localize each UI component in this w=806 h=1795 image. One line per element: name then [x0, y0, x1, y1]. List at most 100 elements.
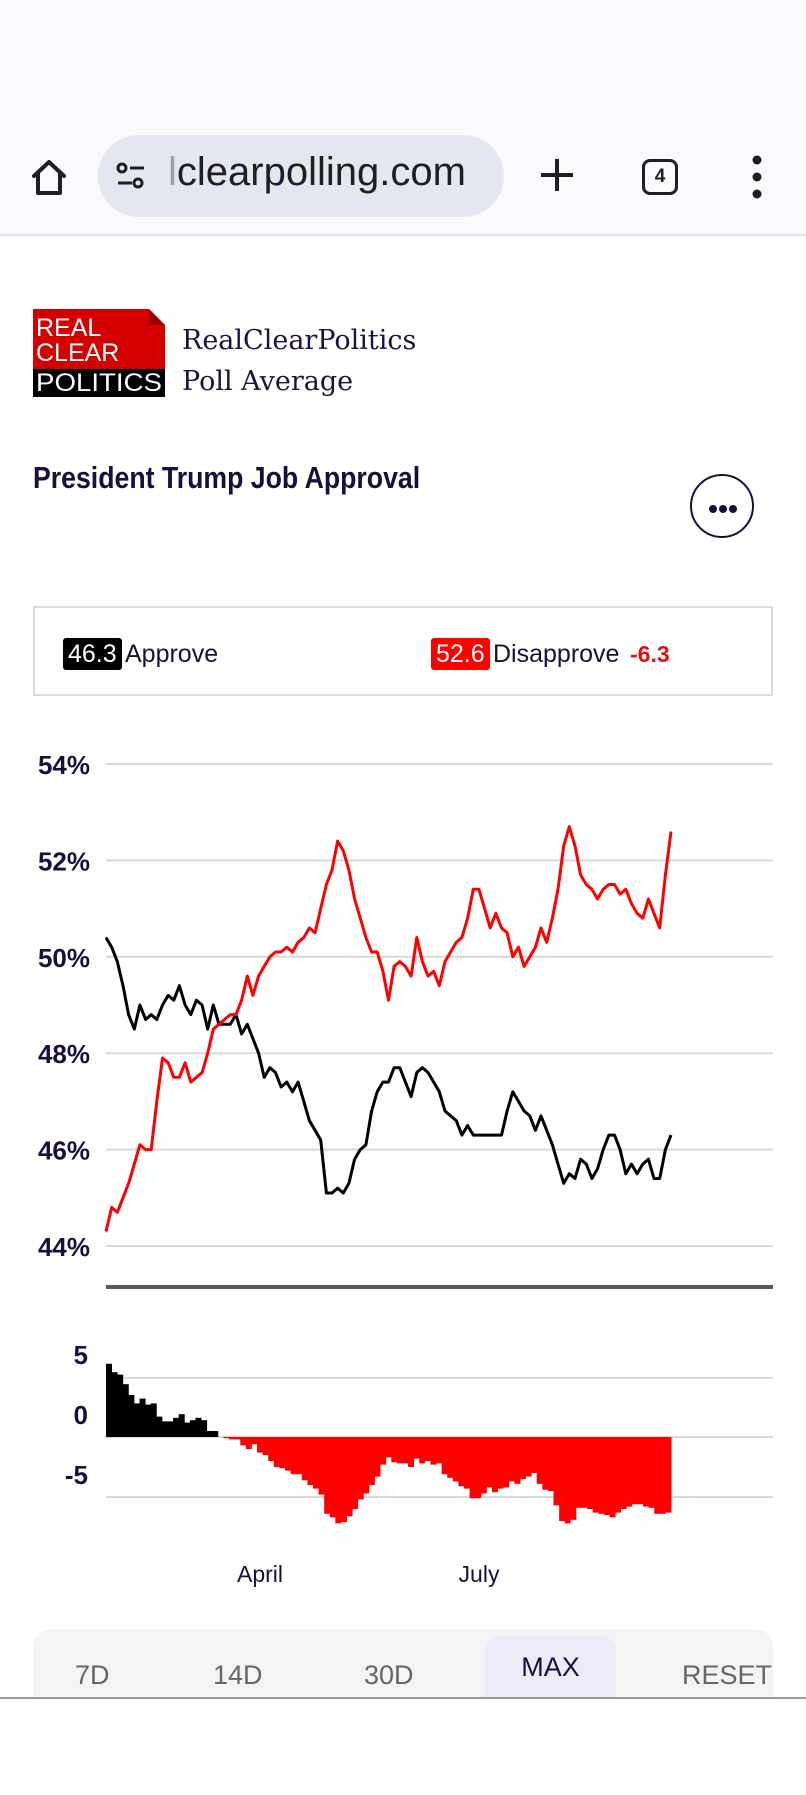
- range-30d-button[interactable]: 30D: [364, 1660, 414, 1690]
- spread-bar[interactable]: [301, 1437, 308, 1481]
- spread-bar[interactable]: [229, 1437, 236, 1440]
- spread-bar[interactable]: [637, 1437, 644, 1505]
- rcp-logo[interactable]: REAL CLEAR POLITICS: [33, 309, 165, 397]
- spread-bar[interactable]: [508, 1437, 515, 1482]
- spread-bar[interactable]: [419, 1437, 426, 1464]
- spread-bar[interactable]: [234, 1437, 241, 1440]
- spread-bar[interactable]: [626, 1437, 633, 1507]
- spread-bar[interactable]: [497, 1437, 504, 1489]
- spread-bar[interactable]: [615, 1437, 622, 1513]
- spread-bar[interactable]: [374, 1437, 381, 1477]
- spread-bar[interactable]: [503, 1437, 510, 1488]
- spread-bar[interactable]: [542, 1437, 549, 1490]
- spread-bar[interactable]: [329, 1437, 336, 1518]
- spread-bar[interactable]: [150, 1403, 157, 1437]
- spread-bar[interactable]: [659, 1437, 666, 1514]
- spread-bar[interactable]: [156, 1416, 163, 1437]
- disapprove-line[interactable]: [104, 825, 673, 1232]
- spread-bar[interactable]: [223, 1437, 230, 1439]
- spread-bar[interactable]: [307, 1437, 314, 1485]
- spread-bar[interactable]: [189, 1420, 196, 1437]
- spread-bar[interactable]: [251, 1437, 258, 1445]
- spread-bar[interactable]: [475, 1437, 482, 1499]
- spread-bar[interactable]: [581, 1437, 588, 1508]
- spread-bar[interactable]: [525, 1437, 532, 1477]
- spread-bar[interactable]: [240, 1437, 247, 1446]
- spread-bar[interactable]: [553, 1437, 560, 1506]
- line-chart[interactable]: 54% 52% 50% 48% 46% 44%: [0, 740, 806, 1300]
- spread-bar[interactable]: [391, 1437, 398, 1463]
- more-options-button[interactable]: [690, 474, 754, 538]
- spread-bar[interactable]: [458, 1437, 465, 1487]
- spread-bar[interactable]: [257, 1437, 264, 1453]
- spread-bar[interactable]: [318, 1437, 325, 1495]
- spread-bar[interactable]: [424, 1437, 431, 1461]
- approve-line[interactable]: [104, 936, 673, 1195]
- spread-bar[interactable]: [598, 1437, 605, 1514]
- spread-bar[interactable]: [452, 1437, 459, 1482]
- spread-bar[interactable]: [346, 1437, 353, 1517]
- tab-switcher-icon[interactable]: 4: [642, 159, 678, 195]
- spread-bar[interactable]: [285, 1437, 291, 1471]
- spread-bar[interactable]: [385, 1437, 392, 1458]
- spread-bar[interactable]: [408, 1437, 415, 1467]
- spread-bar[interactable]: [212, 1431, 219, 1437]
- spread-bar[interactable]: [441, 1437, 448, 1475]
- spread-bar[interactable]: [519, 1437, 526, 1479]
- spread-bar[interactable]: [324, 1437, 331, 1514]
- range-14d-button[interactable]: 14D: [213, 1660, 263, 1690]
- spread-bar[interactable]: [609, 1437, 616, 1518]
- spread-bar[interactable]: [173, 1417, 180, 1437]
- spread-bar[interactable]: [654, 1437, 661, 1514]
- spread-bar[interactable]: [648, 1437, 655, 1508]
- spread-bar[interactable]: [620, 1437, 627, 1509]
- spread-bar[interactable]: [592, 1437, 599, 1513]
- spread-bar[interactable]: [262, 1437, 269, 1455]
- spread-bar[interactable]: [167, 1421, 174, 1437]
- spread-bar[interactable]: [413, 1437, 420, 1459]
- spread-bar-chart[interactable]: 5 0 -5 April July: [0, 1300, 806, 1600]
- spread-bar[interactable]: [564, 1437, 571, 1524]
- spread-bar[interactable]: [469, 1437, 476, 1499]
- spread-bar[interactable]: [268, 1437, 275, 1461]
- spread-bar[interactable]: [587, 1437, 594, 1509]
- spread-bar[interactable]: [139, 1398, 146, 1437]
- spread-bar[interactable]: [603, 1437, 610, 1515]
- spread-bar[interactable]: [514, 1437, 521, 1484]
- spread-bar[interactable]: [128, 1395, 135, 1437]
- spread-bar[interactable]: [296, 1437, 303, 1475]
- spread-bar[interactable]: [536, 1437, 543, 1484]
- spread-bar[interactable]: [430, 1437, 437, 1465]
- spread-bar[interactable]: [357, 1437, 364, 1500]
- spread-bar[interactable]: [184, 1422, 191, 1437]
- spread-bar[interactable]: [106, 1363, 112, 1437]
- spread-bar[interactable]: [201, 1420, 208, 1437]
- spread-bar[interactable]: [161, 1421, 168, 1437]
- spread-bar[interactable]: [133, 1403, 140, 1437]
- reset-button[interactable]: RESET: [682, 1660, 773, 1690]
- spread-bar[interactable]: [531, 1437, 538, 1473]
- address-bar[interactable]: [98, 135, 504, 217]
- spread-bar[interactable]: [279, 1437, 286, 1469]
- spread-bar[interactable]: [491, 1437, 498, 1493]
- spread-bar[interactable]: [340, 1437, 347, 1523]
- spread-bar[interactable]: [665, 1437, 672, 1513]
- spread-bar[interactable]: [363, 1437, 370, 1494]
- spread-bar[interactable]: [643, 1437, 650, 1507]
- spread-bar[interactable]: [145, 1404, 152, 1437]
- spread-bar[interactable]: [245, 1437, 252, 1449]
- spread-bar[interactable]: [178, 1414, 185, 1437]
- spread-bar[interactable]: [312, 1437, 319, 1489]
- spread-bar[interactable]: [547, 1437, 554, 1491]
- range-7d-button[interactable]: 7D: [75, 1660, 110, 1690]
- spread-bar[interactable]: [352, 1437, 359, 1509]
- home-icon[interactable]: [28, 156, 70, 198]
- spread-bar[interactable]: [631, 1437, 638, 1505]
- range-max-button[interactable]: MAX: [485, 1636, 616, 1699]
- spread-bar[interactable]: [396, 1437, 403, 1464]
- spread-bar[interactable]: [206, 1431, 213, 1437]
- spread-bar[interactable]: [195, 1417, 202, 1437]
- spread-bar[interactable]: [480, 1437, 487, 1494]
- spread-bar[interactable]: [402, 1437, 409, 1464]
- spread-bar[interactable]: [335, 1437, 342, 1524]
